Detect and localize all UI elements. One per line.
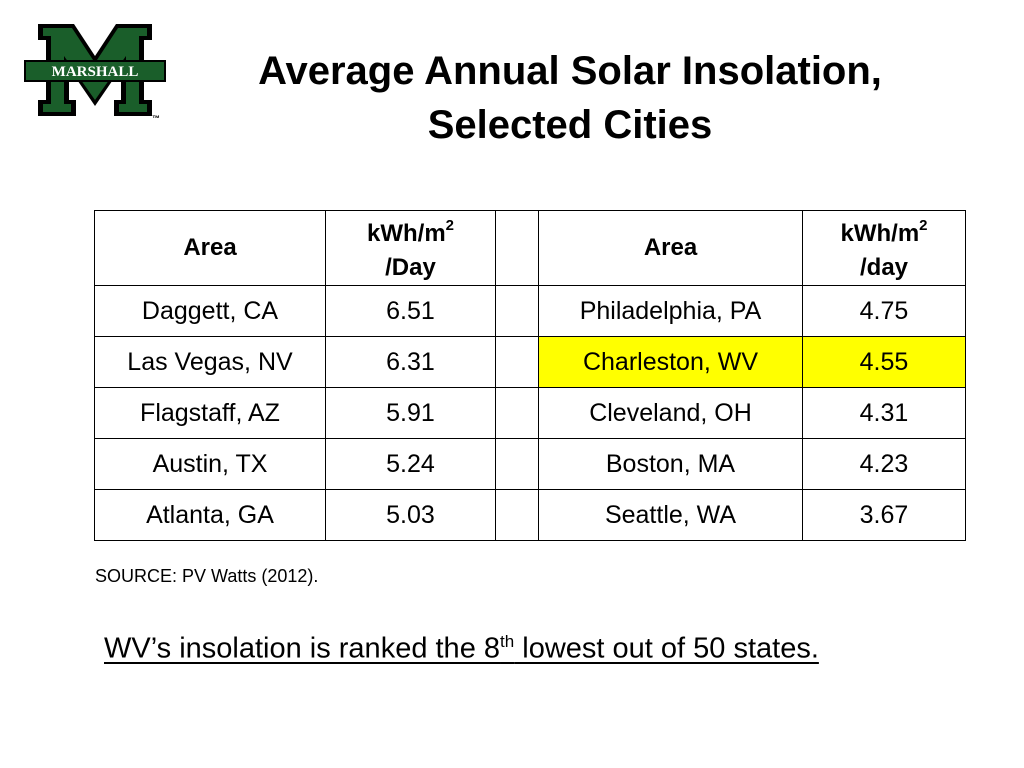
city-cell: Daggett, CA [94, 285, 326, 337]
spacer-column-header [495, 210, 539, 286]
logo-text: MARSHALL [52, 64, 139, 80]
ranking-note: WV’s insolation is ranked the 8th lowest… [104, 632, 819, 665]
spacer-cell [495, 489, 539, 541]
header-area-1: Area [94, 210, 326, 286]
header-unit-1: kWh/m2 /Day [325, 210, 496, 286]
header-unit-2: kWh/m2 /day [802, 210, 966, 286]
slide-title: Average Annual Solar Insolation, Selecte… [200, 44, 940, 152]
city-cell: Atlanta, GA [94, 489, 326, 541]
city-cell: Seattle, WA [538, 489, 803, 541]
insolation-table: Area kWh/m2 /Day Area kWh/m2 /day Dagget… [94, 210, 966, 541]
value-cell: 4.75 [802, 285, 966, 337]
marshall-m-logo-icon: MARSHALL ™ [24, 24, 166, 123]
city-cell: Cleveland, OH [538, 387, 803, 439]
value-cell: 6.51 [325, 285, 496, 337]
value-cell: 4.31 [802, 387, 966, 439]
value-cell: 4.23 [802, 438, 966, 490]
title-line-1: Average Annual Solar Insolation, [258, 49, 882, 93]
table-row: Daggett, CA 6.51 Philadelphia, PA 4.75 [94, 285, 966, 337]
table-row: Atlanta, GA 5.03 Seattle, WA 3.67 [94, 489, 966, 541]
city-cell: Philadelphia, PA [538, 285, 803, 337]
city-cell: Boston, MA [538, 438, 803, 490]
value-cell: 6.31 [325, 336, 496, 388]
spacer-cell [495, 438, 539, 490]
trademark-symbol: ™ [152, 114, 160, 122]
value-cell: 5.03 [325, 489, 496, 541]
table-row: Las Vegas, NV 6.31 Charleston, WV 4.55 [94, 336, 966, 388]
header-area-2: Area [538, 210, 803, 286]
value-cell: 5.24 [325, 438, 496, 490]
table-row: Austin, TX 5.24 Boston, MA 4.23 [94, 438, 966, 490]
city-cell: Las Vegas, NV [94, 336, 326, 388]
spacer-cell [495, 336, 539, 388]
city-cell: Flagstaff, AZ [94, 387, 326, 439]
city-cell: Austin, TX [94, 438, 326, 490]
title-line-2: Selected Cities [427, 103, 713, 147]
spacer-cell [495, 387, 539, 439]
value-cell: 3.67 [802, 489, 966, 541]
marshall-logo: MARSHALL ™ [24, 22, 166, 123]
table-header-row: Area kWh/m2 /Day Area kWh/m2 /day [94, 210, 966, 286]
value-cell: 5.91 [325, 387, 496, 439]
highlighted-value-cell: 4.55 [802, 336, 966, 388]
table-row: Flagstaff, AZ 5.91 Cleveland, OH 4.31 [94, 387, 966, 439]
source-citation: SOURCE: PV Watts (2012). [95, 566, 319, 586]
highlighted-city-cell: Charleston, WV [538, 336, 803, 388]
spacer-cell [495, 285, 539, 337]
